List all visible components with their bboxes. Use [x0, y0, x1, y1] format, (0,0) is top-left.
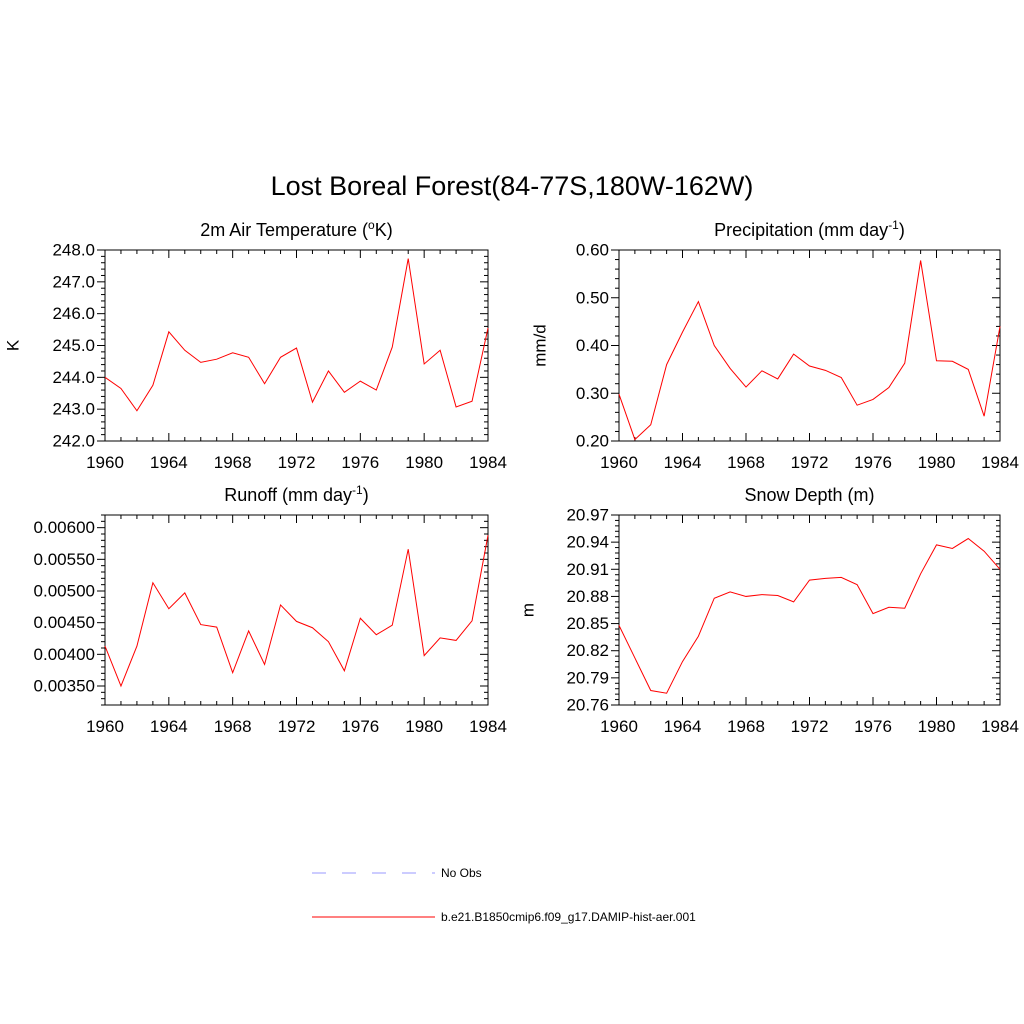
- panels: 2m Air Temperature (oK) K 1960 1964 1968 1972…: [4, 218, 1019, 736]
- series-line: [618, 537, 1001, 694]
- x-tick-label: 1980: [918, 453, 956, 472]
- y-tick-label: 20.91: [566, 560, 609, 579]
- y-tick-label: 242.0: [52, 432, 95, 451]
- y-tick-label: 20.85: [566, 614, 609, 633]
- x-tick-label: 1960: [86, 717, 124, 736]
- series-line: [104, 258, 489, 412]
- panel-title: 2m Air Temperature (oK): [200, 218, 392, 240]
- x-tick-label: 1980: [405, 453, 443, 472]
- panel-title-text: Runoff (mm day: [224, 485, 352, 505]
- x-tick-label: 1968: [214, 717, 252, 736]
- panel-title-text: 2m Air Temperature (: [200, 220, 368, 240]
- y-tick-label: 20.76: [566, 696, 609, 715]
- panel-title-text: Precipitation (mm day: [714, 220, 888, 240]
- y-tick-label: 0.00550: [34, 550, 95, 569]
- y-tick-label: 243.0: [52, 400, 95, 419]
- x-tick-label: 1964: [664, 717, 702, 736]
- x-tick-label: 1972: [791, 453, 829, 472]
- x-tick-label: 1980: [405, 717, 443, 736]
- x-tick-label: 1968: [727, 717, 765, 736]
- y-tick-label: 0.00350: [34, 677, 95, 696]
- y-tick-label: 20.97: [566, 506, 609, 525]
- x-tick-label: 1984: [981, 453, 1019, 472]
- y-tick-label: 20.94: [566, 533, 609, 552]
- x-tick-label: 1972: [791, 717, 829, 736]
- legend-label-model: b.e21.B1850cmip6.f09_g17.DAMIP-hist-aer.…: [441, 910, 696, 924]
- panel-title-superscript: -1: [888, 218, 899, 232]
- y-tick-label: 0.30: [576, 384, 609, 403]
- panel-1: 2m Air Temperature (oK) K 1960 1964 1968 1972…: [4, 218, 507, 472]
- y-tick-label: 20.88: [566, 587, 609, 606]
- y-tick-label: 0.50: [576, 288, 609, 307]
- panel-title-superscript: o: [368, 218, 375, 232]
- x-tick-label: 1960: [600, 717, 638, 736]
- x-tick-label: 1984: [981, 717, 1019, 736]
- y-tick-label: 0.00600: [34, 518, 95, 537]
- x-tick-label: 1964: [150, 453, 188, 472]
- legend: No Obs b.e21.B1850cmip6.f09_g17.DAMIP-hi…: [312, 866, 696, 924]
- panel-3: Runoff (mm day-1) 1960 1964 1968 1972 1976 198…: [34, 483, 507, 736]
- x-tick-label: 1984: [469, 717, 507, 736]
- y-tick-label: 247.0: [52, 272, 95, 291]
- y-tick-label: 0.60: [576, 241, 609, 260]
- x-tick-label: 1976: [854, 453, 892, 472]
- x-tick-label: 1972: [278, 453, 316, 472]
- panel-title: Runoff (mm day-1): [224, 483, 368, 505]
- y-tick-label: 248.0: [52, 241, 95, 260]
- y-tick-label: 245.0: [52, 336, 95, 355]
- y-axis-label: mm/d: [531, 324, 550, 367]
- x-tick-label: 1984: [469, 453, 507, 472]
- plot-frame: [104, 514, 489, 706]
- x-tick-label: 1980: [918, 717, 956, 736]
- series-line: [618, 260, 1001, 441]
- x-tick-label: 1976: [341, 453, 379, 472]
- y-tick-label: 0.00450: [34, 613, 95, 632]
- panel-title-superscript: -1: [352, 483, 363, 497]
- panel-4: Snow Depth (m) m 1960 1964 1968 1972 1976 1980 1…: [519, 485, 1019, 736]
- panel-title: Precipitation (mm day-1): [714, 218, 905, 240]
- panel-title-text-end: ): [899, 220, 905, 240]
- plot-frame: [104, 249, 489, 442]
- series-line: [104, 535, 489, 688]
- main-title: Lost Boreal Forest(84-77S,180W-162W): [271, 171, 754, 201]
- legend-label-no-obs: No Obs: [441, 866, 482, 880]
- x-tick-label: 1964: [150, 717, 188, 736]
- y-tick-label: 0.00500: [34, 582, 95, 601]
- plot-frame: [618, 514, 1001, 706]
- x-tick-label: 1976: [341, 717, 379, 736]
- y-tick-label: 20.79: [566, 668, 609, 687]
- y-tick-label: 246.0: [52, 304, 95, 323]
- panel-title-text-end: ): [363, 485, 369, 505]
- x-tick-label: 1960: [600, 453, 638, 472]
- y-tick-label: 244.0: [52, 368, 95, 387]
- x-tick-label: 1976: [854, 717, 892, 736]
- y-tick-label: 0.20: [576, 432, 609, 451]
- x-tick-label: 1960: [86, 453, 124, 472]
- y-tick-label: 0.40: [576, 336, 609, 355]
- x-tick-label: 1972: [278, 717, 316, 736]
- x-tick-label: 1968: [727, 453, 765, 472]
- x-tick-label: 1964: [664, 453, 702, 472]
- y-tick-label: 20.82: [566, 641, 609, 660]
- panel-title-text-end: K): [375, 220, 393, 240]
- y-axis-label: K: [4, 339, 23, 351]
- x-tick-label: 1968: [214, 453, 252, 472]
- panel-2: Precipitation (mm day-1) mm/d 1960 1964 1968…: [531, 218, 1019, 472]
- y-tick-label: 0.00400: [34, 645, 95, 664]
- panel-title: Snow Depth (m): [744, 485, 874, 505]
- y-axis-label: m: [519, 603, 538, 617]
- panel-title-text: Snow Depth (m): [744, 485, 874, 505]
